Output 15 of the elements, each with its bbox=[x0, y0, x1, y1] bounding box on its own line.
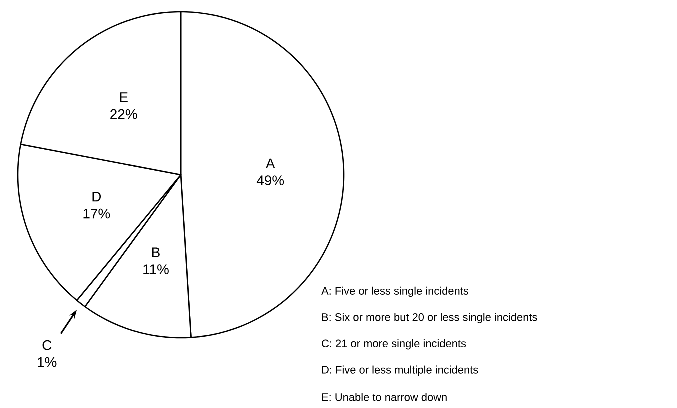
text: C: 21 or more single incidents bbox=[322, 340, 466, 350]
slice-label: A bbox=[266, 158, 276, 168]
data-label: 11% bbox=[144, 264, 169, 274]
text: D: Five or less multiple incidents bbox=[322, 366, 478, 376]
data-label: 49% bbox=[256, 176, 284, 186]
data-label: 22% bbox=[110, 109, 138, 120]
slice-label: B bbox=[152, 248, 160, 258]
text: E: Unable to narrow down bbox=[322, 393, 447, 402]
slice-label: E bbox=[120, 92, 128, 102]
text: A: Five or less single incidents bbox=[322, 286, 468, 298]
data-label: 17% bbox=[84, 208, 110, 219]
slice-label: C bbox=[42, 340, 52, 350]
slice-label: D bbox=[92, 192, 102, 202]
data-label: 1% bbox=[38, 357, 57, 368]
text: B: Six or more but 20 or less single incidents bbox=[322, 313, 538, 324]
